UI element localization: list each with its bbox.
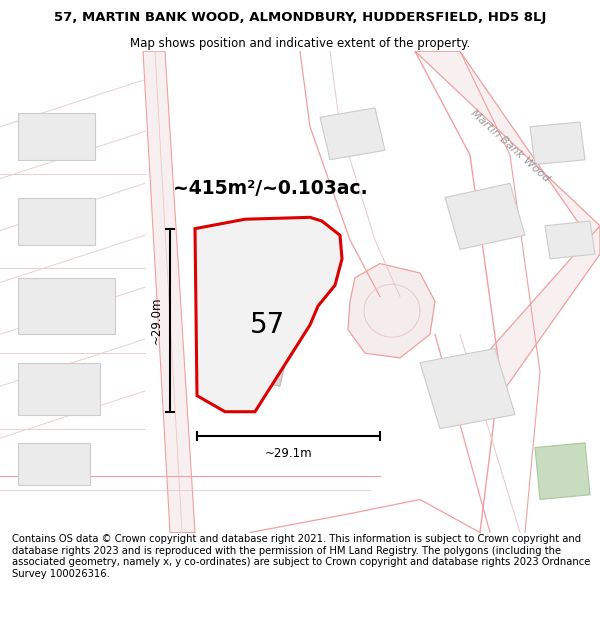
- Polygon shape: [320, 108, 385, 160]
- Polygon shape: [143, 51, 195, 532]
- Polygon shape: [445, 183, 525, 249]
- Polygon shape: [420, 349, 515, 429]
- Polygon shape: [18, 362, 100, 414]
- Polygon shape: [348, 264, 435, 358]
- Polygon shape: [18, 198, 95, 245]
- Polygon shape: [240, 249, 312, 299]
- Polygon shape: [545, 221, 595, 259]
- Text: Contains OS data © Crown copyright and database right 2021. This information is : Contains OS data © Crown copyright and d…: [12, 534, 590, 579]
- Polygon shape: [18, 112, 95, 160]
- Polygon shape: [18, 443, 90, 486]
- Polygon shape: [220, 329, 290, 386]
- Polygon shape: [195, 217, 342, 412]
- Polygon shape: [415, 51, 600, 254]
- Text: Map shows position and indicative extent of the property.: Map shows position and indicative extent…: [130, 37, 470, 50]
- Text: Martin Bank Wood: Martin Bank Wood: [469, 107, 551, 184]
- Text: 57: 57: [250, 311, 286, 339]
- Polygon shape: [535, 443, 590, 499]
- Text: ~29.0m: ~29.0m: [149, 296, 163, 344]
- Text: ~29.1m: ~29.1m: [265, 447, 313, 460]
- Polygon shape: [530, 122, 585, 164]
- Text: ~415m²/~0.103ac.: ~415m²/~0.103ac.: [173, 179, 367, 198]
- Text: 57, MARTIN BANK WOOD, ALMONDBURY, HUDDERSFIELD, HD5 8LJ: 57, MARTIN BANK WOOD, ALMONDBURY, HUDDER…: [54, 11, 546, 24]
- Polygon shape: [470, 226, 600, 396]
- Polygon shape: [18, 278, 115, 334]
